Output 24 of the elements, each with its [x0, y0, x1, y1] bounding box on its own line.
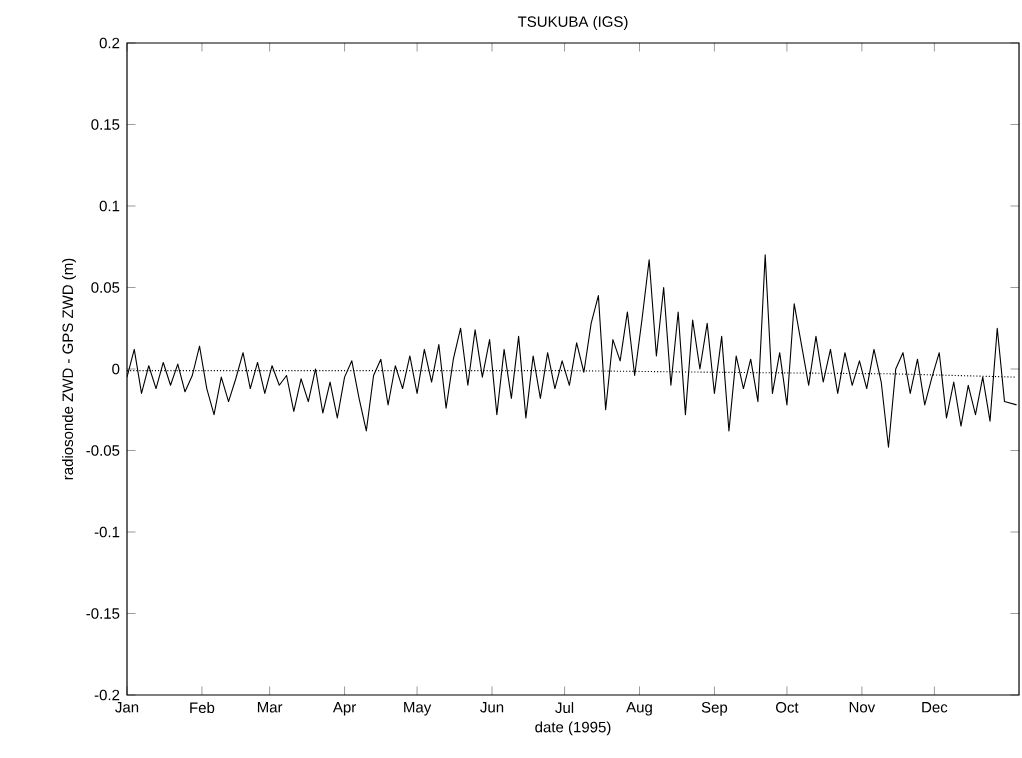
- x-tick-label: Apr: [332, 702, 356, 716]
- x-tick-label: Nov: [849, 702, 876, 713]
- x-tick-label: Mar: [257, 702, 283, 713]
- y-tick-label: -0.05: [86, 445, 120, 456]
- y-tick-label: -0.2: [94, 689, 120, 701]
- y-tick-label: -0.1: [94, 526, 120, 538]
- x-tick-label: Sep: [701, 702, 728, 716]
- y-axis-title: radiosonde ZWD - GPS ZWD (m): [62, 258, 77, 480]
- x-tick-label: Feb: [190, 702, 215, 714]
- y-tick-label: 0.1: [99, 200, 120, 212]
- x-tick-label: Jun: [480, 702, 504, 713]
- x-tick-label: Oct: [776, 702, 799, 713]
- y-tick-label: 0: [112, 363, 120, 375]
- x-tick-label: May: [404, 702, 432, 716]
- y-tick-label: 0.2: [99, 37, 120, 49]
- x-tick-label: Jan: [115, 702, 139, 713]
- x-tick-label: Dec: [922, 702, 948, 713]
- y-tick-label: -0.15: [86, 608, 120, 619]
- chart-title: TSUKUBA (IGS): [517, 15, 628, 30]
- x-axis-title: date (1995): [535, 721, 611, 736]
- y-tick-label: 0.05: [91, 282, 120, 293]
- x-tick-label: Aug: [626, 702, 652, 716]
- x-tick-label: Jul: [555, 702, 574, 714]
- y-tick-label: 0.15: [91, 119, 120, 130]
